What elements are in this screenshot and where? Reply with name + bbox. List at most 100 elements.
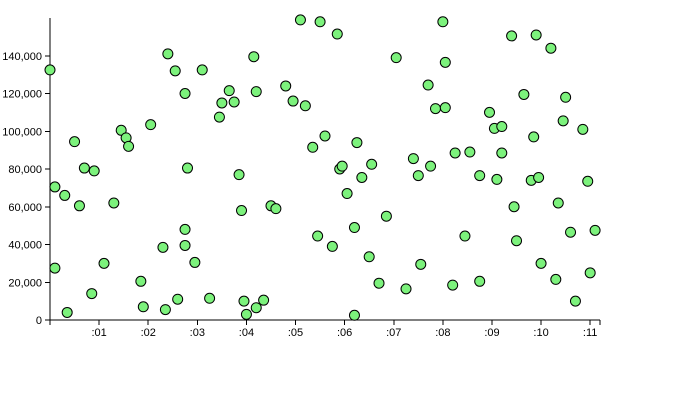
y-tick-label: 120,000 [2, 89, 42, 101]
scatter-point [189, 256, 201, 268]
scatter-point [223, 85, 235, 97]
scatter-point [326, 240, 338, 252]
scatter-point [314, 16, 326, 28]
scatter-point [135, 275, 147, 287]
scatter-point [258, 294, 270, 306]
scatter-point [415, 258, 427, 270]
scatter-points [44, 14, 601, 321]
scatter-point [363, 251, 375, 263]
scatter-point [123, 140, 135, 152]
x-tick-label: :03 [190, 327, 205, 339]
scatter-point [238, 295, 250, 307]
scatter-point [179, 223, 191, 235]
scatter-point [159, 304, 171, 316]
scatter-point [157, 241, 169, 253]
scatter-point [236, 205, 248, 217]
scatter-point [577, 123, 589, 135]
scatter-point [299, 100, 311, 112]
scatter-point [287, 95, 299, 107]
scatter-point [550, 273, 562, 285]
scatter-point [348, 222, 360, 234]
x-tick-label: :09 [484, 327, 499, 339]
scatter-point [373, 277, 385, 289]
scatter-point [496, 147, 508, 159]
scatter-point [162, 48, 174, 60]
scatter-point [145, 119, 157, 131]
x-tick-label: :10 [533, 327, 548, 339]
scatter-point [172, 293, 184, 305]
scatter-point [115, 124, 127, 136]
scatter-point [137, 301, 149, 313]
scatter-point [422, 79, 434, 91]
scatter-point [307, 141, 319, 153]
x-tick-label: :11 [583, 327, 597, 339]
scatter-point [280, 80, 292, 92]
scatter-point [341, 188, 353, 200]
scatter-point [459, 230, 471, 242]
y-axis: 0 20,000 40,000 60,000 80,000 100,000 120,000 1… [2, 18, 51, 327]
scatter-point [216, 97, 228, 109]
scatter-point [528, 131, 540, 143]
scatter-point [425, 160, 437, 172]
y-tick-label: 0 [36, 315, 42, 327]
scatter-point [331, 28, 343, 40]
scatter-point [44, 64, 56, 76]
scatter-point [61, 306, 73, 318]
scatter-point [213, 111, 225, 123]
scatter-point [336, 160, 348, 172]
scatter-point [447, 279, 459, 291]
scatter-point [169, 65, 181, 77]
scatter-point [380, 210, 392, 222]
scatter-point [474, 170, 486, 182]
scatter-point [518, 88, 530, 100]
y-tick-label: 100,000 [2, 126, 42, 138]
scatter-point [73, 200, 85, 212]
scatter-point [474, 275, 486, 287]
scatter-point [250, 302, 262, 314]
scatter-point [228, 96, 240, 108]
x-tick-label: :01 [91, 327, 106, 339]
scatter-point [449, 147, 461, 159]
scatter-point [49, 262, 61, 274]
scatter-point [582, 175, 594, 187]
scatter-point [69, 136, 81, 148]
scatter-point [584, 267, 596, 279]
scatter-point [545, 42, 557, 54]
x-tick-label: :02 [141, 327, 156, 339]
scatter-point [98, 257, 110, 269]
scatter-point [312, 230, 324, 242]
scatter-point [390, 52, 402, 64]
x-tick-label: :04 [239, 327, 254, 339]
y-tick-label: 60,000 [8, 202, 42, 214]
scatter-point [412, 170, 424, 182]
scatter-point [196, 64, 208, 76]
scatter-point [508, 201, 520, 213]
scatter-point [319, 130, 331, 142]
x-axis: :01:02:03:04:05:06:07:08:09:10:11 [49, 319, 601, 339]
scatter-point [407, 153, 419, 165]
x-tick-label: :08 [435, 327, 450, 339]
scatter-point [179, 239, 191, 251]
scatter-point [400, 283, 412, 295]
scatter-point [204, 292, 216, 304]
y-tick-label: 40,000 [8, 240, 42, 252]
scatter-point [589, 224, 601, 236]
scatter-point [88, 165, 100, 177]
scatter-point [552, 197, 564, 209]
scatter-point [351, 137, 363, 149]
scatter-point [108, 197, 120, 209]
scatter-point [535, 257, 547, 269]
scatter-point [179, 88, 191, 99]
scatter-point [496, 121, 508, 133]
y-tick-label: 140,000 [2, 51, 42, 63]
scatter-point [560, 91, 572, 103]
scatter-point [356, 171, 368, 183]
x-tick-label: :06 [337, 327, 352, 339]
scatter-point [530, 29, 542, 41]
scatter-point [506, 30, 518, 42]
y-tick-label: 80,000 [8, 164, 42, 176]
scatter-point [348, 309, 360, 321]
scatter-point [294, 14, 306, 26]
scatter-point [491, 173, 503, 185]
